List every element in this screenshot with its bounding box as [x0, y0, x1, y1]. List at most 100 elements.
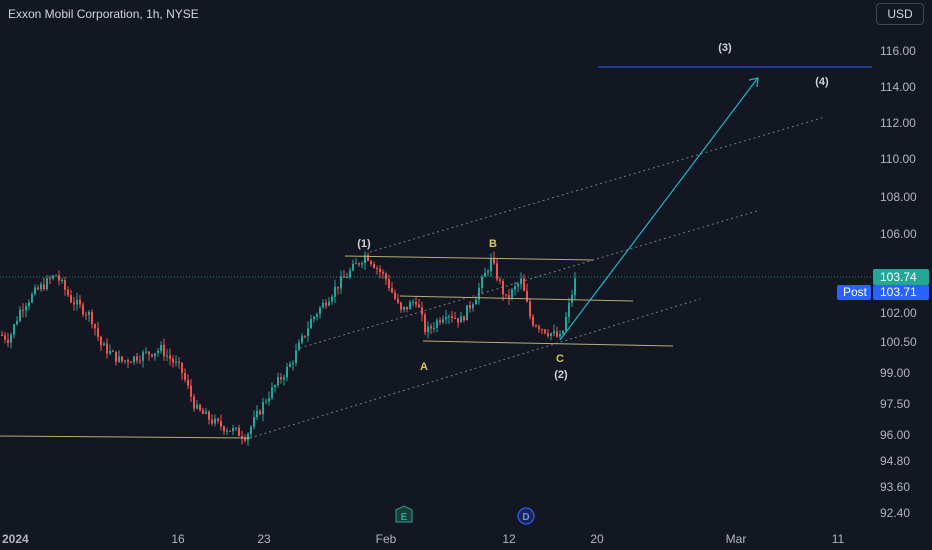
candle-body [37, 287, 39, 290]
price-tick: 99.00 [880, 366, 910, 380]
candle-body [349, 270, 351, 278]
candle-body [112, 350, 114, 352]
candle-body [340, 276, 342, 289]
candle-body [184, 373, 186, 380]
earnings-marker[interactable]: E [395, 505, 413, 523]
candle-body [421, 307, 423, 315]
candle-body [358, 263, 360, 265]
candle-body [487, 271, 489, 273]
candle-body [496, 263, 498, 280]
candle-body [472, 304, 474, 309]
candle-body [187, 379, 189, 386]
candle-body [352, 263, 354, 271]
candle-body [364, 254, 366, 264]
channel-lower-line [249, 298, 701, 439]
candle-body [553, 331, 555, 334]
candle-body [157, 350, 159, 354]
candle-body [67, 289, 69, 296]
candle-body [544, 329, 546, 334]
price-tick: 110.00 [880, 152, 916, 166]
candle-body [331, 296, 333, 302]
candle-body [367, 254, 369, 261]
candle-body [130, 362, 132, 364]
svg-text:D: D [522, 512, 529, 523]
candle-body [532, 316, 534, 326]
candle-body [400, 302, 402, 310]
wave-label-b: B [489, 238, 497, 250]
candle-body [142, 352, 144, 361]
candle-body [28, 302, 30, 307]
candle-body [373, 264, 375, 269]
candle-body [565, 316, 567, 331]
candle-body [394, 292, 396, 299]
post-label: Post [843, 285, 868, 299]
dividend-marker[interactable]: D [517, 507, 535, 525]
post-price-value: 103.71 [880, 285, 917, 299]
candle-body [559, 334, 561, 337]
candle-body [274, 385, 276, 388]
candle-body [448, 316, 450, 318]
candle-body [514, 286, 516, 290]
price-tick: 108.00 [880, 190, 917, 204]
candle-body [493, 257, 495, 264]
candle-body [145, 351, 147, 353]
candle-body [466, 305, 468, 321]
flat-mid-line [399, 295, 634, 302]
candle-body [250, 426, 252, 434]
candle-body [223, 426, 225, 432]
candle-body [55, 275, 57, 277]
candle-body [79, 299, 81, 305]
candle-body [235, 427, 237, 429]
candle-body [169, 355, 171, 359]
candle-body [106, 343, 108, 354]
candle-body [313, 316, 315, 320]
price-tick: 106.00 [880, 227, 917, 241]
candle-body [517, 284, 519, 287]
candle-body [49, 278, 51, 280]
candle-body [139, 360, 141, 362]
candle-body [85, 314, 87, 316]
candle-body [535, 325, 537, 327]
candle-body [304, 335, 306, 337]
candle-body [361, 263, 363, 265]
last-price-value: 103.74 [880, 270, 917, 284]
candle-body [430, 326, 432, 329]
candle-body [442, 319, 444, 323]
candle-body [82, 304, 84, 315]
chart-title: Exxon Mobil Corporation, 1h, NYSE [8, 7, 199, 21]
wave-label-2: (2) [554, 369, 568, 381]
candle-body [499, 279, 501, 281]
candle-body [439, 320, 441, 323]
candle-body [244, 438, 246, 441]
projection-arrow [559, 78, 758, 341]
candle-body [124, 360, 126, 362]
candle-body [226, 430, 228, 432]
candle-body [376, 268, 378, 270]
projection-arrow-head [748, 77, 759, 88]
candle-body [151, 354, 153, 357]
candle-body [31, 293, 33, 303]
candle-body [523, 278, 525, 291]
candle-body [181, 362, 183, 374]
candle-body [121, 356, 123, 362]
candle-body [511, 289, 513, 298]
currency-button[interactable]: USD [876, 3, 924, 25]
candle-body [286, 366, 288, 378]
candle-body [451, 316, 453, 318]
candle-body [10, 334, 12, 343]
time-tick: 20 [590, 532, 604, 546]
candle-body [136, 356, 138, 361]
time-tick: 2024 [2, 532, 29, 546]
candle-body [118, 356, 120, 362]
candle-body [205, 411, 207, 414]
candle-body [166, 355, 168, 357]
candle-body [406, 306, 408, 310]
candle-body [457, 318, 459, 323]
candle-body [385, 273, 387, 280]
time-tick: 12 [502, 532, 516, 546]
candle-body [370, 260, 372, 265]
flat-bottom-line [422, 340, 674, 347]
candle-body [34, 287, 36, 294]
candle-body [541, 329, 543, 331]
